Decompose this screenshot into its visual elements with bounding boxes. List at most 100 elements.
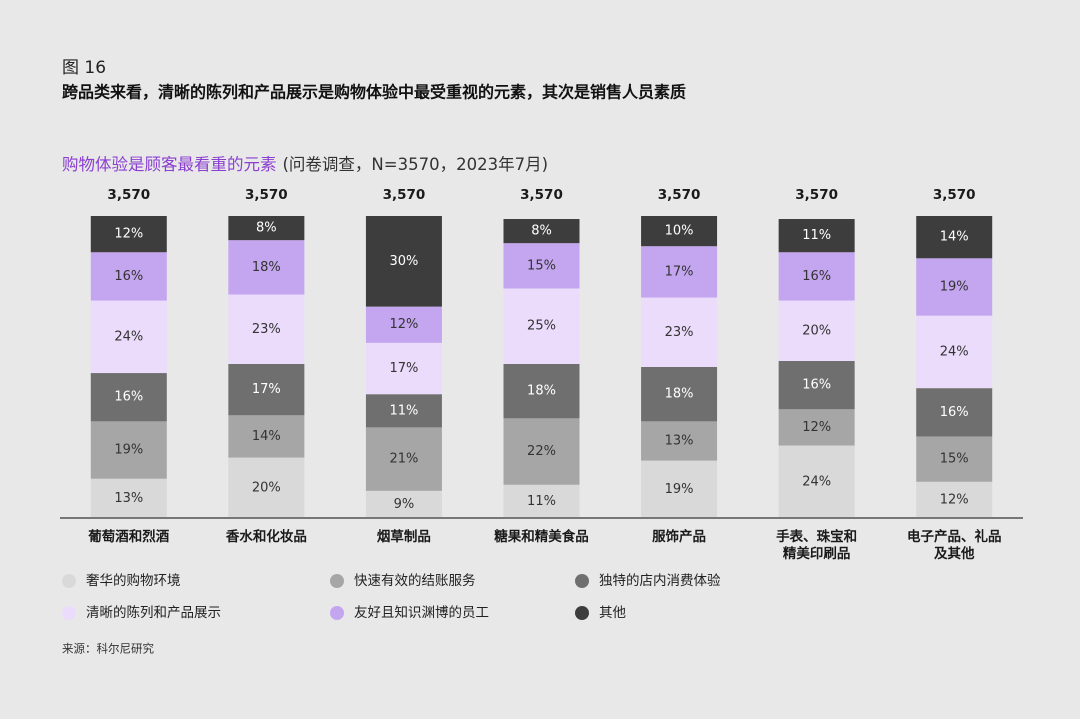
value-label: 12% (802, 420, 831, 435)
value-label: 25% (527, 319, 556, 334)
value-label: 8% (256, 221, 277, 236)
legend-label: 独特的店内消费体验 (599, 573, 721, 589)
total-label: 3,570 (107, 187, 150, 203)
bar-segment (916, 481, 993, 518)
legend-label: 其他 (599, 605, 626, 621)
legend-label: 清晰的陈列和产品展示 (86, 604, 221, 621)
bar-segment (778, 445, 855, 518)
value-label: 18% (252, 260, 281, 275)
category-label: 手表、珠宝和 精美印刷品 (776, 529, 858, 562)
subtitle: 购物体验是顾客最看重的元素 (问卷调查，N=3570，2023年7月) (62, 155, 548, 174)
bar-segment (90, 478, 167, 518)
value-label: 20% (802, 323, 831, 338)
value-label: 21% (389, 452, 418, 467)
value-label: 19% (665, 482, 694, 497)
value-label: 19% (114, 443, 143, 458)
bar-segment (365, 306, 442, 343)
value-label: 23% (665, 325, 694, 340)
value-label: 12% (940, 492, 969, 507)
value-label: 11% (389, 403, 418, 418)
total-label: 3,570 (383, 187, 426, 203)
bar-segment (90, 421, 167, 479)
value-label: 14% (940, 230, 969, 245)
category-label: 葡萄酒和烈酒 (88, 529, 170, 545)
value-label: 12% (114, 227, 143, 242)
value-label: 10% (665, 224, 694, 239)
value-label: 13% (665, 433, 694, 448)
legend-label: 奢华的购物环境 (86, 573, 181, 589)
category-label: 香水和化妆品 (225, 529, 307, 545)
value-label: 9% (394, 497, 415, 512)
bar-segment (503, 219, 580, 244)
value-label: 13% (114, 491, 143, 506)
bar-segment (641, 297, 718, 367)
value-label: 30% (389, 254, 418, 269)
value-label: 14% (252, 429, 281, 444)
bar-segment (641, 367, 718, 422)
bar-segment (641, 246, 718, 298)
value-label: 15% (527, 258, 556, 273)
total-label: 3,570 (658, 187, 701, 203)
bar-segment (365, 427, 442, 491)
category-label: 服饰产品 (652, 529, 707, 545)
source: 来源：科尔尼研究 (62, 642, 154, 656)
legend-marker (62, 574, 76, 588)
value-label: 20% (252, 480, 281, 495)
value-label: 16% (114, 390, 143, 405)
bar-segment (228, 415, 305, 458)
bar-segment (365, 490, 442, 518)
bar-segment (228, 240, 305, 295)
bar-segment (228, 363, 305, 416)
bar-segment (916, 216, 993, 259)
legend-marker (575, 606, 589, 620)
bar-segment (228, 294, 305, 364)
bar-segment (228, 457, 305, 518)
bar-segment (90, 300, 167, 374)
bar-segment (90, 216, 167, 253)
legend-marker (62, 606, 76, 620)
total-label: 3,570 (933, 187, 976, 203)
bar-segment (503, 484, 580, 518)
legend-marker (575, 574, 589, 588)
value-label: 18% (665, 387, 694, 402)
category-label: 电子产品、礼品 及其他 (906, 529, 1002, 562)
subtitle-main: 购物体验是顾客最看重的元素 (62, 155, 277, 174)
bar-segment (90, 252, 167, 301)
legend-label: 友好且知识渊博的员工 (354, 604, 489, 621)
value-label: 16% (114, 269, 143, 284)
value-label: 24% (940, 344, 969, 359)
bar-segment (365, 394, 442, 428)
total-label: 3,570 (245, 187, 288, 203)
category-label: 糖果和精美食品 (494, 529, 589, 545)
value-label: 12% (389, 317, 418, 332)
value-label: 16% (940, 405, 969, 420)
bar-segment (778, 252, 855, 301)
value-label: 22% (527, 444, 556, 459)
value-label: 8% (531, 224, 552, 239)
bar-segment (916, 436, 993, 482)
bar-segment (503, 288, 580, 364)
bar-segment (503, 243, 580, 289)
total-label: 3,570 (795, 187, 838, 203)
bar-segment (916, 388, 993, 437)
bar-segment (916, 315, 993, 389)
value-label: 23% (252, 322, 281, 337)
bar-segment (641, 460, 718, 518)
figure-number: 图 16 (62, 58, 106, 78)
bar-segment (365, 216, 442, 307)
bar-segment (641, 216, 718, 247)
chart-title: 跨品类来看，清晰的陈列和产品展示是购物体验中最受重视的元素，其次是销售人员素质 (62, 83, 686, 102)
value-label: 24% (114, 329, 143, 344)
value-label: 16% (802, 269, 831, 284)
bar-segment (228, 216, 305, 241)
value-label: 17% (252, 382, 281, 397)
value-label: 17% (665, 264, 694, 279)
bar-segment (365, 342, 442, 395)
value-label: 18% (527, 384, 556, 399)
legend-marker (330, 574, 344, 588)
bar-segment (503, 418, 580, 485)
value-label: 11% (802, 228, 831, 243)
legend-label: 快速有效的结账服务 (354, 573, 476, 589)
